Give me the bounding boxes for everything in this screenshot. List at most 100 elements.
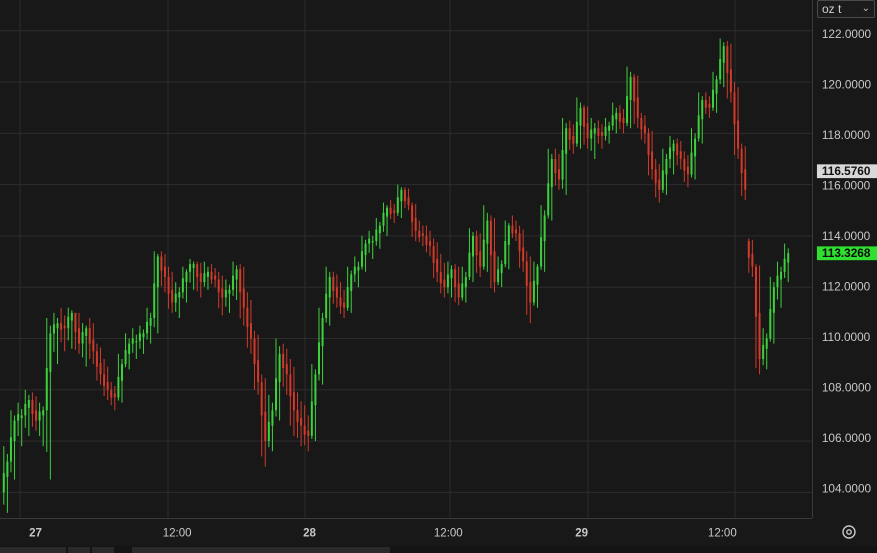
candle: [679, 141, 682, 170]
candle: [378, 221, 381, 249]
candle: [597, 120, 600, 144]
candle: [518, 225, 521, 268]
candle: [271, 402, 274, 452]
time-tick-label: 12:00: [434, 527, 463, 539]
candle: [27, 394, 30, 436]
candle: [196, 261, 199, 292]
candle: [500, 260, 503, 288]
candle: [128, 338, 131, 370]
candle: [20, 409, 23, 447]
candle: [529, 256, 532, 324]
candle: [554, 148, 557, 186]
candle: [300, 401, 303, 447]
time-tick-label: 27: [29, 527, 42, 539]
toolbar-tab[interactable]: [0, 547, 66, 553]
candle: [92, 323, 95, 365]
candle: [278, 346, 281, 421]
candle: [368, 230, 371, 253]
candle: [540, 205, 543, 270]
price-axis[interactable]: 104.0000 106.0000 108.0000 110.0000 112.0000…: [812, 0, 877, 518]
candle: [432, 238, 435, 278]
candle: [339, 282, 342, 314]
time-tick-label: 12:00: [163, 527, 192, 539]
candle: [772, 282, 775, 344]
candle: [249, 300, 252, 354]
candle: [690, 128, 693, 178]
candle: [561, 117, 564, 189]
candle: [42, 406, 45, 447]
candle: [493, 217, 496, 293]
candle: [532, 261, 535, 306]
candle: [13, 415, 16, 480]
candle: [737, 87, 740, 159]
time-axis[interactable]: 27 12:00 28 12:00 29 12:00: [0, 518, 812, 544]
candle: [629, 71, 632, 129]
price-tick-label: 122.0000: [822, 27, 872, 41]
candle: [622, 108, 625, 134]
candle: [411, 202, 414, 237]
price-tick-label: 116.0000: [822, 179, 871, 193]
candle: [575, 97, 578, 147]
time-tick-label: 28: [303, 527, 316, 539]
candle: [418, 220, 421, 243]
candle: [722, 42, 725, 88]
candle: [171, 271, 174, 313]
candle: [403, 187, 406, 209]
candle: [568, 120, 571, 150]
candle: [719, 38, 722, 85]
candle: [375, 217, 378, 246]
marker-price-label: 116.5760: [822, 164, 871, 178]
candle: [600, 124, 603, 149]
price-tick-label: 110.0000: [822, 330, 871, 344]
time-tick-label: 12:00: [708, 527, 737, 539]
toolbar-tab[interactable]: [68, 547, 90, 553]
candle: [536, 264, 539, 308]
candle: [726, 41, 729, 99]
candle: [780, 266, 783, 308]
candle: [407, 188, 410, 211]
unit-dropdown[interactable]: oz t ⌄: [817, 0, 875, 18]
toolbar-tab[interactable]: [92, 547, 114, 553]
candle: [382, 202, 385, 232]
candle: [497, 256, 500, 286]
price-tick-label: 112.0000: [822, 280, 871, 294]
candle: [579, 102, 582, 149]
candle: [224, 279, 227, 307]
candle: [751, 239, 754, 277]
candle: [138, 325, 141, 349]
candle: [232, 261, 235, 296]
candle: [665, 153, 668, 195]
candle: [421, 225, 424, 247]
price-axis-markers: 116.5760 113.3268: [816, 164, 877, 261]
candle: [708, 96, 711, 118]
candle: [35, 396, 38, 431]
candle: [9, 410, 12, 473]
candle: [6, 453, 9, 513]
candle: [70, 310, 73, 349]
candle: [135, 334, 138, 360]
candle: [239, 264, 242, 319]
candle: [525, 251, 528, 315]
candle: [174, 282, 177, 312]
current-price-label-bg: [816, 246, 877, 261]
candle: [672, 139, 675, 175]
candle: [669, 135, 672, 169]
candle: [618, 105, 621, 130]
candle: [214, 267, 217, 288]
candle: [608, 121, 611, 144]
price-chart[interactable]: [0, 0, 812, 518]
candle: [56, 317, 59, 365]
candle: [124, 333, 127, 368]
gear-icon[interactable]: [841, 524, 857, 540]
candle: [504, 220, 507, 268]
toolbar-tab[interactable]: [132, 547, 390, 553]
candle: [192, 261, 195, 290]
candle: [439, 253, 442, 294]
candle: [787, 248, 790, 283]
candle: [353, 256, 356, 283]
candle: [160, 251, 163, 287]
candle: [210, 264, 213, 285]
unit-dropdown-label: oz t: [822, 2, 842, 16]
candle: [769, 276, 772, 342]
candle: [267, 394, 270, 448]
